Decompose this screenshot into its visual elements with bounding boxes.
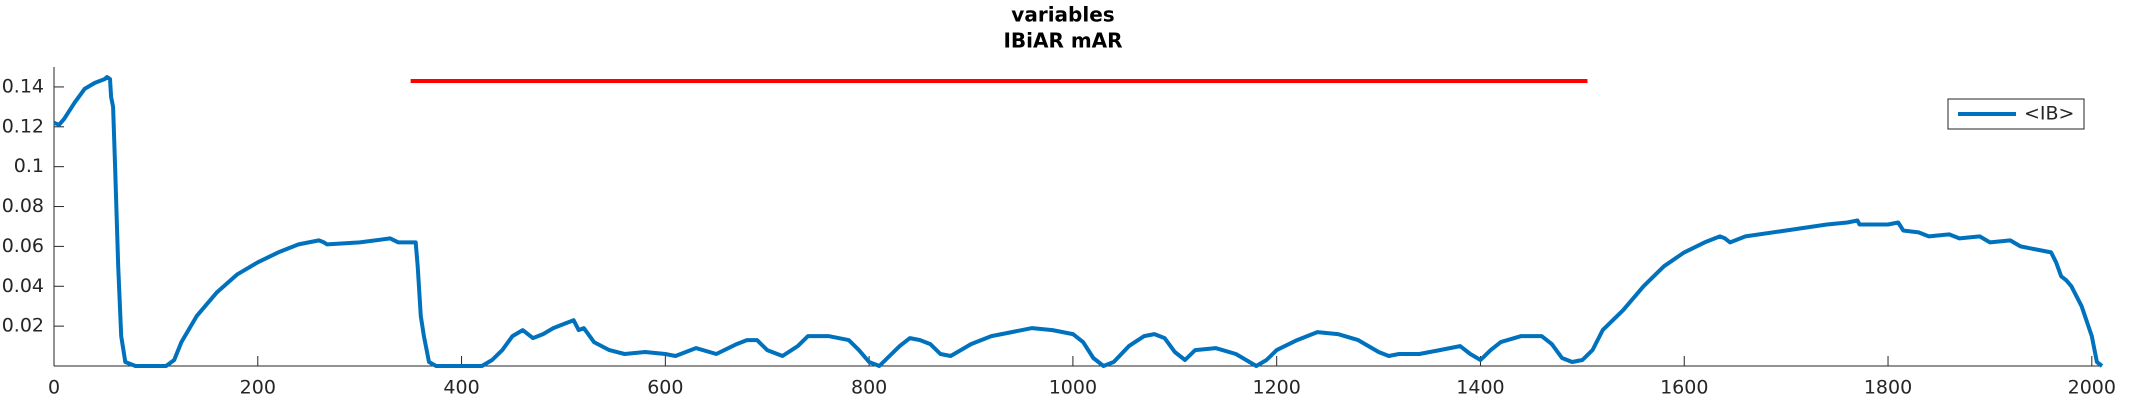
x-tick-label: 0 bbox=[48, 377, 60, 399]
x-tick-label: 600 bbox=[647, 377, 683, 399]
x-tick-label: 1000 bbox=[1049, 377, 1097, 399]
y-tick-label: 0.04 bbox=[2, 275, 44, 297]
x-tick-label: 800 bbox=[851, 377, 887, 399]
chart-subtitle: IBiAR mAR bbox=[1003, 29, 1122, 53]
y-tick-label: 0.12 bbox=[2, 115, 44, 137]
x-tick-label: 2000 bbox=[2068, 377, 2116, 399]
x-tick-label: 200 bbox=[240, 377, 276, 399]
x-tick-label: 400 bbox=[443, 377, 479, 399]
y-tick-label: 0.06 bbox=[2, 235, 44, 257]
y-tick-label: 0.08 bbox=[2, 195, 44, 217]
chart-title: variables bbox=[1011, 3, 1114, 27]
x-tick-label: 1400 bbox=[1456, 377, 1504, 399]
legend-label: <IB> bbox=[2024, 103, 2074, 125]
series-line bbox=[53, 75, 2104, 368]
y-tick-label: 0.1 bbox=[14, 155, 44, 177]
x-tick-label: 1800 bbox=[1864, 377, 1912, 399]
x-tick-label: 1200 bbox=[1253, 377, 1301, 399]
x-tick-label: 1600 bbox=[1660, 377, 1708, 399]
y-tick-label: 0.02 bbox=[2, 315, 44, 337]
y-tick-label: 0.14 bbox=[2, 75, 44, 97]
